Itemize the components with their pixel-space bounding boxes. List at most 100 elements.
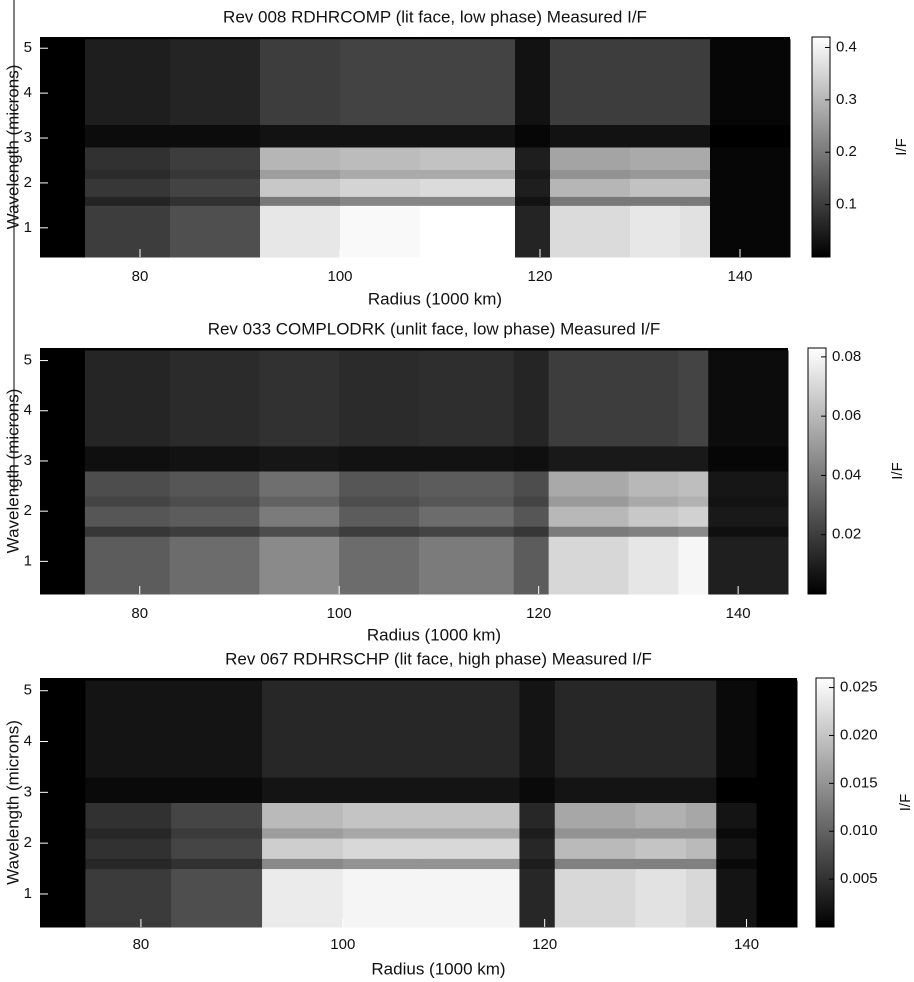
- heatmap-cell: [708, 526, 789, 537]
- colorbar: [811, 36, 831, 258]
- heatmap-cell: [630, 124, 681, 148]
- heatmap-cell: [259, 506, 340, 527]
- x-tick-label: 120: [526, 605, 551, 622]
- heatmap-cell: [170, 39, 261, 126]
- heatmap-cell: [85, 178, 171, 197]
- heatmap-cell: [84, 350, 171, 447]
- heatmap-cell: [756, 777, 798, 803]
- y-tick-label: 2: [24, 834, 32, 851]
- y-tick-label: 2: [24, 174, 32, 191]
- heatmap-cell: [710, 205, 791, 258]
- heatmap-cell: [513, 445, 550, 472]
- heatmap-cell: [40, 680, 86, 778]
- heatmap-cell: [418, 471, 515, 497]
- heatmap-cell: [716, 838, 758, 859]
- heatmap-cell: [340, 196, 421, 206]
- heatmap-cell: [548, 506, 629, 527]
- heatmap-cell: [548, 526, 629, 537]
- heatmap-cell: [342, 777, 425, 803]
- heatmap-cell: [260, 196, 341, 206]
- colorbar-tick-label: 0.08: [832, 348, 861, 365]
- heatmap-cell: [550, 124, 631, 148]
- y-axis-label: Wavelength (microns): [3, 720, 22, 885]
- heatmap-cell: [515, 196, 551, 206]
- heatmap-cell: [259, 536, 340, 595]
- heatmap-cell: [628, 445, 679, 472]
- heatmap-cell: [628, 350, 679, 447]
- heatmap-cell: [710, 169, 791, 179]
- heatmap-cell: [40, 777, 86, 803]
- heatmap-cell: [339, 471, 420, 497]
- y-tick-label: 5: [24, 682, 32, 699]
- heatmap-cell: [259, 526, 340, 537]
- heatmap-cell: [756, 868, 798, 928]
- heatmap-cell: [716, 802, 758, 829]
- heatmap-cell: [171, 827, 263, 839]
- heatmap-cell: [420, 169, 516, 179]
- heatmap-cell: [519, 858, 556, 870]
- heatmap-cell: [340, 147, 421, 170]
- heatmap-cell: [635, 838, 687, 859]
- heatmap-cell: [519, 777, 556, 803]
- heatmap-cell: [340, 178, 421, 197]
- colorbar-tick-label: 0.2: [836, 143, 857, 160]
- heatmap-cell: [340, 169, 421, 179]
- heatmap-cell: [171, 777, 263, 803]
- heatmap-cell: [685, 827, 717, 839]
- colorbar-label: I/F: [889, 462, 906, 480]
- heatmap-cell: [262, 838, 344, 859]
- heatmap-cell: [171, 838, 263, 859]
- heatmap-cell: [40, 858, 86, 870]
- x-tick-label: 140: [734, 936, 759, 953]
- colorbar-tick-label: 0.005: [840, 870, 878, 887]
- heatmap-cell: [85, 777, 172, 803]
- y-tick-label: 3: [24, 129, 32, 146]
- heatmap-cell: [710, 178, 791, 197]
- heatmap-cell: [339, 496, 420, 507]
- heatmap-cell: [260, 169, 341, 179]
- heatmap-cell: [260, 147, 341, 170]
- heatmap-cell: [548, 536, 629, 595]
- heatmap-cell: [548, 496, 629, 507]
- heatmap-cell: [550, 196, 631, 206]
- heatmap-cell: [84, 536, 171, 595]
- heatmap-cell: [756, 838, 798, 859]
- y-tick-label: 4: [24, 732, 32, 749]
- heatmap-cell: [635, 777, 687, 803]
- heatmap-cell: [169, 471, 260, 497]
- heatmap-cell: [169, 526, 260, 537]
- heatmap-cell: [710, 39, 791, 126]
- heatmap-cell: [630, 169, 681, 179]
- heatmap-cell: [716, 827, 758, 839]
- x-axis-label: Radius (1000 km): [368, 289, 502, 308]
- y-tick-label: 1: [24, 552, 32, 569]
- heatmap-cell: [85, 124, 171, 148]
- heatmap-cell: [340, 39, 421, 126]
- heatmap-cell: [40, 506, 86, 527]
- heatmap-cell: [548, 350, 629, 447]
- heatmap-cell: [710, 147, 791, 170]
- heatmap-cell: [259, 445, 340, 472]
- heatmap-cell: [423, 680, 520, 778]
- colorbar-tick-label: 0.025: [840, 679, 878, 696]
- heatmap-cell: [40, 169, 86, 179]
- heatmap-cell: [515, 147, 551, 170]
- heatmap-cell: [635, 858, 687, 870]
- colorbar-tick-label: 0.3: [836, 91, 857, 108]
- heatmap-cell: [85, 205, 171, 258]
- heatmap-cell: [678, 506, 709, 527]
- heatmap-cell: [635, 802, 687, 829]
- heatmap-cell: [40, 205, 86, 258]
- heatmap-cell: [550, 147, 631, 170]
- colorbar-tick-label: 0.02: [832, 526, 861, 543]
- colorbar-tick-label: 0.4: [836, 38, 857, 55]
- heatmap-cell: [84, 471, 171, 497]
- heatmap-cell: [513, 536, 550, 595]
- x-tick-label: 80: [132, 268, 149, 285]
- heatmap-cell: [342, 838, 425, 859]
- heatmap-cell: [84, 445, 171, 472]
- heatmap-cell: [339, 536, 420, 595]
- heatmap-cell: [260, 39, 341, 126]
- heatmap-cell: [259, 471, 340, 497]
- heatmap-cell: [630, 196, 681, 206]
